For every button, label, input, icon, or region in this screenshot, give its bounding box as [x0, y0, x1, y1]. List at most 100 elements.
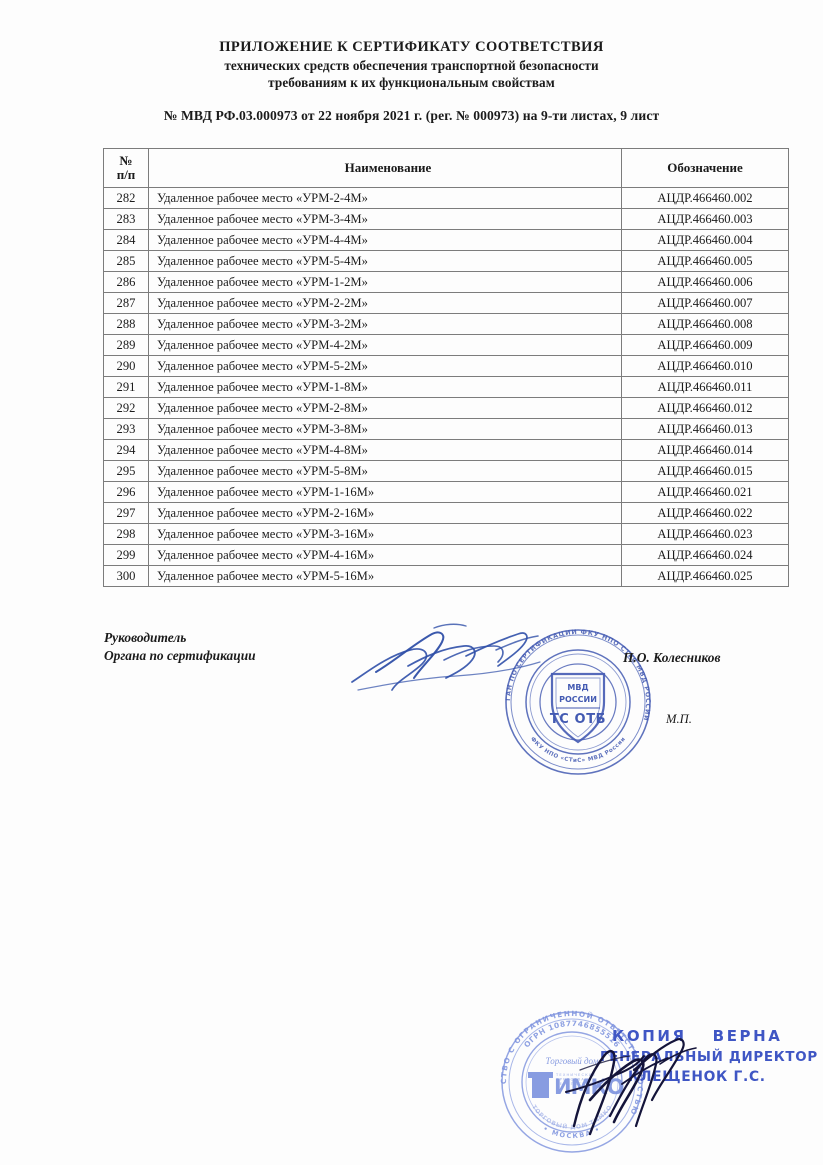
table-row: 284 Удаленное рабочее место «УРМ-4-4М» АЦД… — [103, 229, 789, 251]
svg-text:Торговый дом: Торговый дом — [546, 1056, 599, 1066]
cell-name: Удаленное рабочее место «УРМ-5-4М» — [148, 250, 622, 272]
cell-number: 300 — [103, 565, 149, 587]
cell-designation: АЦДР.466460.007 — [621, 292, 789, 314]
svg-text:ФКУ НПО «СТиС» МВД России: ФКУ НПО «СТиС» МВД России — [529, 736, 627, 764]
cell-number: 292 — [103, 397, 149, 419]
cell-number: 290 — [103, 355, 149, 377]
table-row: 286 Удаленное рабочее место «УРМ-1-2М» АЦД… — [103, 271, 789, 293]
svg-text:ИМКО: ИМКО — [554, 1075, 624, 1099]
certified-label: ВЕРНА — [712, 1027, 783, 1045]
stamp-person-name: КЛЕЩЕНОК Г.С. — [628, 1069, 766, 1086]
cell-number: 286 — [103, 271, 149, 293]
svg-text:ОГРН 1087746855516: ОГРН 1087746855516 — [522, 1019, 622, 1049]
cell-name: Удаленное рабочее место «УРМ-5-16М» — [148, 565, 622, 587]
table-row: 298 Удаленное рабочее место «УРМ-3-16М» АЦ… — [103, 523, 789, 545]
timko-company-seal: ОБЩЕСТВО С ОГРАНИЧЕННОЙ ОТВЕТСТВЕННОСТЬЮ… — [492, 1002, 645, 1153]
cell-number: 283 — [103, 208, 149, 230]
table-row: 289 Удаленное рабочее место «УРМ-4-2М» АЦД… — [103, 334, 789, 356]
svg-text:СРЕДСТВА: СРЕДСТВА — [556, 1078, 585, 1082]
table-row: 288 Удаленное рабочее место «УРМ-3-2М» АЦД… — [103, 313, 789, 335]
cell-name: Удаленное рабочее место «УРМ-3-4М» — [148, 208, 622, 230]
table-header-row: № п/п Наименование Обозначение — [103, 148, 789, 188]
table-row: 296 Удаленное рабочее место «УРМ-1-16М» АЦ… — [103, 481, 789, 503]
table-row: 283 Удаленное рабочее место «УРМ-3-4М» АЦД… — [103, 208, 789, 230]
handwritten-signature — [351, 623, 541, 691]
svg-text:• МОСКВА •: • МОСКВА • — [542, 1125, 603, 1141]
cell-number: 289 — [103, 334, 149, 356]
cell-designation: АЦДР.466460.009 — [621, 334, 789, 356]
table-row: 282 Удаленное рабочее место «УРМ-2-4М» АЦД… — [103, 187, 789, 209]
stamp-position-title: ГЕНЕРАЛЬНЫЙ ДИРЕКТОР — [600, 1049, 818, 1065]
svg-text:РОССИИ: РОССИИ — [559, 695, 597, 704]
cell-number: 285 — [103, 250, 149, 272]
table-row: 292 Удаленное рабочее место «УРМ-2-8М» АЦД… — [103, 397, 789, 419]
signatory-name: П.О. Колесников — [623, 650, 721, 665]
table-row: 300 Удаленное рабочее место «УРМ-5-16М» АЦ… — [103, 565, 789, 587]
cell-name: Удаленное рабочее место «УРМ-1-16М» — [148, 481, 622, 503]
cell-designation: АЦДР.466460.025 — [621, 565, 789, 587]
cell-number: 296 — [103, 481, 149, 503]
cell-number: 294 — [103, 439, 149, 461]
table-row: 293 Удаленное рабочее место «УРМ-3-8М» АЦД… — [103, 418, 789, 440]
certificate-registration-line: № МВД РФ.03.000973 от 22 ноября 2021 г. … — [163, 108, 660, 123]
copy-label: КОПИЯ — [612, 1027, 687, 1045]
cell-name: Удаленное рабочее место «УРМ-4-8М» — [148, 439, 622, 461]
table-row: 295 Удаленное рабочее место «УРМ-5-8М» АЦД… — [103, 460, 789, 482]
cell-number: 282 — [103, 187, 149, 209]
cell-name: Удаленное рабочее место «УРМ-4-2М» — [148, 334, 622, 356]
cell-designation: АЦДР.466460.014 — [621, 439, 789, 461]
cell-number: 291 — [103, 376, 149, 398]
cell-number: 298 — [103, 523, 149, 545]
document-title-line-3: требованиям к их функциональным свойства… — [268, 75, 555, 90]
copy-certified-stamp: КОПИЯ ВЕРНА ГЕНЕРАЛЬНЫЙ ДИРЕКТОР КЛЕЩЕНОК… — [600, 1026, 818, 1088]
cell-designation: АЦДР.466460.024 — [621, 544, 789, 566]
cell-number: 295 — [103, 460, 149, 482]
svg-text:БЕЗОПАСНОСТИ: БЕЗОПАСНОСТИ — [556, 1082, 601, 1086]
cell-designation: АЦДР.466460.022 — [621, 502, 789, 524]
cell-name: Удаленное рабочее место «УРМ-2-4М» — [148, 187, 622, 209]
column-header-name: Наименование — [148, 148, 622, 188]
cell-designation: АЦДР.466460.023 — [621, 523, 789, 545]
svg-text:МВД: МВД — [567, 683, 588, 692]
table-row: 297 Удаленное рабочее место «УРМ-2-16М» АЦ… — [103, 502, 789, 524]
cell-designation: АЦДР.466460.013 — [621, 418, 789, 440]
cell-designation: АЦДР.466460.005 — [621, 250, 789, 272]
registry-table-container: № п/п Наименование Обозначение 282 Удален… — [103, 148, 789, 587]
table-row: 294 Удаленное рабочее место «УРМ-4-8М» АЦД… — [103, 439, 789, 461]
cell-designation: АЦДР.466460.002 — [621, 187, 789, 209]
svg-text:ТЕХНИЧЕСКИЕ: ТЕХНИЧЕСКИЕ — [555, 1073, 596, 1077]
column-header-number-line2: п/п — [116, 167, 136, 182]
cell-designation: АЦДР.466460.015 — [621, 460, 789, 482]
document-title-line-2: технических средств обеспечения транспор… — [224, 57, 599, 73]
cell-designation: АЦДР.466460.021 — [621, 481, 789, 503]
cell-number: 293 — [103, 418, 149, 440]
cell-name: Удаленное рабочее место «УРМ-2-8М» — [148, 397, 622, 419]
document-header: ПРИЛОЖЕНИЕ К СЕРТИФИКАТУ СООТВЕТСТВИЯ те… — [0, 38, 823, 91]
cell-designation: АЦДР.466460.012 — [621, 397, 789, 419]
svg-text:ТОРГОВЫЙ ДОМ ТИМКО: ТОРГОВЫЙ ДОМ ТИМКО — [530, 1104, 614, 1131]
cell-designation: АЦДР.466460.003 — [621, 208, 789, 230]
cell-name: Удаленное рабочее место «УРМ-1-8М» — [148, 376, 622, 398]
cell-number: 297 — [103, 502, 149, 524]
svg-text:ОБЩЕСТВО С ОГРАНИЧЕННОЙ ОТВЕТС: ОБЩЕСТВО С ОГРАНИЧЕННОЙ ОТВЕТСТВЕННОСТЬЮ — [492, 1002, 645, 1117]
table-row: 290 Удаленное рабочее место «УРМ-5-2М» АЦД… — [103, 355, 789, 377]
cell-number: 299 — [103, 544, 149, 566]
cell-name: Удаленное рабочее место «УРМ-5-8М» — [148, 460, 622, 482]
cell-name: Удаленное рабочее место «УРМ-4-4М» — [148, 229, 622, 251]
cell-name: Удаленное рабочее место «УРМ-1-2М» — [148, 271, 622, 293]
director-handwritten-signature — [565, 1038, 697, 1136]
table-row: 287 Удаленное рабочее место «УРМ-2-2М» АЦД… — [103, 292, 789, 314]
cell-designation: АЦДР.466460.010 — [621, 355, 789, 377]
cell-designation: АЦДР.466460.004 — [621, 229, 789, 251]
cell-name: Удаленное рабочее место «УРМ-3-8М» — [148, 418, 622, 440]
svg-text:ТС ОТБ: ТС ОТБ — [550, 712, 606, 727]
signatory-role: Руководитель Органа по сертификации — [104, 630, 256, 663]
cell-designation: АЦДР.466460.011 — [621, 376, 789, 398]
cell-number: 284 — [103, 229, 149, 251]
cell-name: Удаленное рабочее место «УРМ-2-16М» — [148, 502, 622, 524]
cell-name: Удаленное рабочее место «УРМ-3-2М» — [148, 313, 622, 335]
cell-name: Удаленное рабочее место «УРМ-4-16М» — [148, 544, 622, 566]
document-title-line-1: ПРИЛОЖЕНИЕ К СЕРТИФИКАТУ СООТВЕТСТВИЯ — [219, 39, 604, 55]
column-header-designation: Обозначение — [621, 148, 789, 188]
